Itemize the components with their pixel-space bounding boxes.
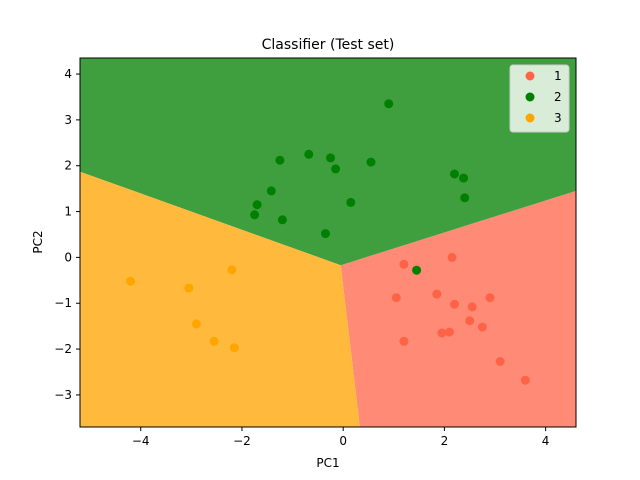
legend-box xyxy=(509,64,570,133)
legend-marker-1 xyxy=(525,71,535,81)
point-class-2-15 xyxy=(412,265,422,275)
point-class-1-13 xyxy=(520,375,530,385)
point-class-1-2 xyxy=(391,293,401,303)
point-class-2-8 xyxy=(266,186,276,196)
decision-regions xyxy=(80,58,576,427)
point-class-1-1 xyxy=(447,252,457,262)
y-tick-label: −2 xyxy=(54,342,72,356)
y-tick-label: 1 xyxy=(64,205,72,219)
y-axis-ticks: −3 −2 −1 0 1 2 3 4 xyxy=(54,67,80,402)
region-class-1 xyxy=(340,190,576,427)
legend-marker-2 xyxy=(525,92,535,102)
point-class-1-0 xyxy=(399,259,409,269)
y-tick-label: 0 xyxy=(64,250,72,264)
y-tick-label: −1 xyxy=(54,296,72,310)
legend-label-1: 1 xyxy=(554,69,562,83)
x-axis-label: PC1 xyxy=(316,456,339,470)
point-class-2-1 xyxy=(304,149,314,159)
point-class-2-9 xyxy=(252,200,262,210)
point-class-1-3 xyxy=(432,289,442,299)
point-class-3-1 xyxy=(227,265,237,275)
point-class-1-10 xyxy=(445,327,454,337)
point-class-2-2 xyxy=(326,153,335,163)
point-class-3-5 xyxy=(229,343,239,353)
y-tick-label: 3 xyxy=(64,113,72,127)
point-class-1-11 xyxy=(399,336,409,346)
x-tick-label: 0 xyxy=(339,434,347,448)
point-class-2-14 xyxy=(460,193,470,203)
point-class-2-13 xyxy=(321,229,330,239)
point-class-1-4 xyxy=(450,299,459,309)
x-tick-label: 2 xyxy=(441,434,449,448)
x-tick-label: 4 xyxy=(542,434,550,448)
point-class-1-8 xyxy=(477,322,487,332)
point-class-2-4 xyxy=(331,164,341,174)
y-tick-label: −3 xyxy=(54,388,72,402)
plot-frame xyxy=(79,57,577,428)
point-class-2-3 xyxy=(275,155,285,165)
y-tick-label: 2 xyxy=(64,159,72,173)
point-class-1-9 xyxy=(437,328,447,338)
chart-title: Classifier (Test set) xyxy=(262,37,395,53)
point-class-1-7 xyxy=(465,316,475,326)
point-class-1-12 xyxy=(495,357,505,366)
point-class-2-11 xyxy=(277,215,287,225)
legend: 1 2 3 xyxy=(509,64,570,133)
point-class-3-0 xyxy=(126,276,136,286)
point-class-3-4 xyxy=(209,336,219,346)
point-class-2-5 xyxy=(366,157,376,167)
scatter-points xyxy=(126,99,530,385)
point-class-3-2 xyxy=(184,283,194,293)
legend-label-3: 3 xyxy=(554,111,562,125)
y-tick-label: 4 xyxy=(64,67,72,81)
x-axis-ticks: −4 −2 0 2 4 xyxy=(132,427,550,448)
legend-label-2: 2 xyxy=(554,90,562,104)
point-class-3-3 xyxy=(191,319,201,329)
point-class-2-10 xyxy=(250,210,260,220)
y-axis-label: PC2 xyxy=(31,230,45,253)
region-class-3 xyxy=(80,171,360,427)
x-tick-label: −4 xyxy=(132,434,150,448)
point-class-2-12 xyxy=(346,197,356,207)
point-class-2-0 xyxy=(384,99,394,109)
x-tick-label: −2 xyxy=(233,434,251,448)
point-class-1-6 xyxy=(485,293,495,303)
legend-marker-3 xyxy=(525,113,535,123)
point-class-1-5 xyxy=(467,302,477,312)
point-class-2-7 xyxy=(459,173,469,183)
point-class-2-6 xyxy=(450,169,459,179)
